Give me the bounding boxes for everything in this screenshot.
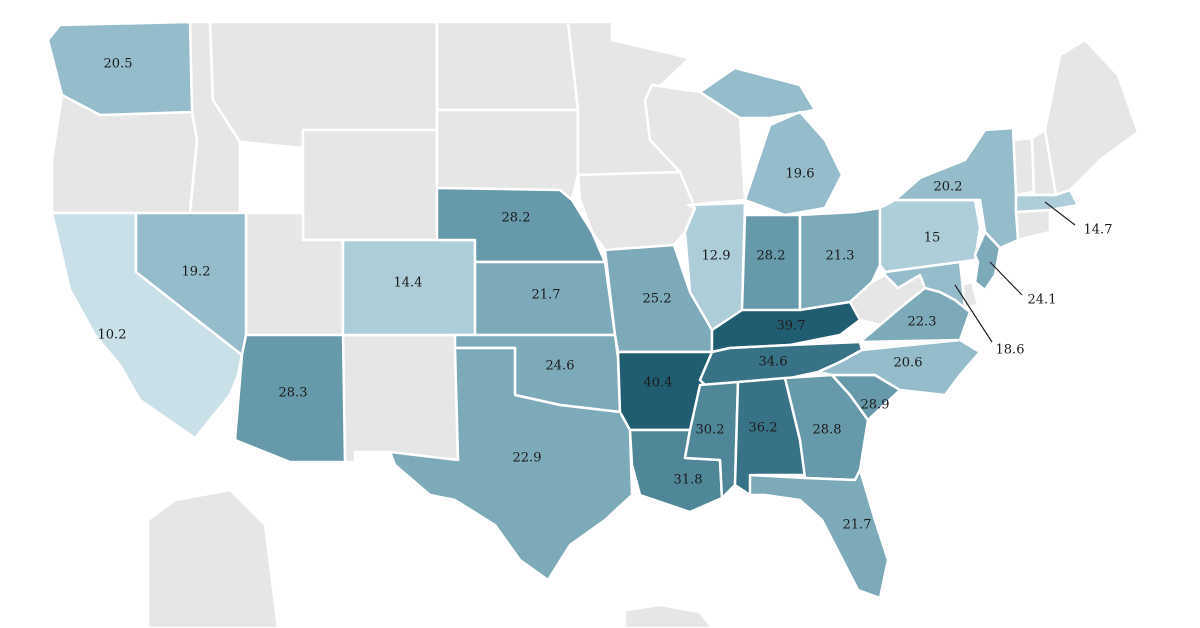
value-label-IL: 12.9 — [702, 249, 731, 264]
state-TX[interactable] — [388, 346, 634, 582]
value-label-GA: 28.8 — [813, 423, 842, 438]
state-SD[interactable] — [435, 108, 580, 202]
value-label-AZ: 28.3 — [279, 386, 308, 401]
value-label-NE: 28.2 — [502, 211, 531, 226]
state-WY[interactable] — [301, 128, 439, 242]
value-label-WA: 20.5 — [104, 57, 133, 72]
state-MI[interactable] — [698, 66, 844, 217]
value-label-IN: 28.2 — [757, 249, 786, 264]
value-labels: 20.5 10.2 19.2 28.3 14.4 28.2 21.7 24.6 … — [98, 57, 1113, 533]
state-NJ[interactable] — [973, 230, 1002, 292]
state-MA[interactable] — [1014, 188, 1080, 214]
value-label-OK: 24.6 — [546, 359, 575, 374]
value-label-NJ: 24.1 — [1028, 293, 1057, 308]
value-label-NC: 20.6 — [894, 356, 923, 371]
state-ND[interactable] — [435, 20, 580, 112]
state-ME[interactable] — [1043, 38, 1140, 197]
state-MD[interactable] — [883, 260, 967, 310]
value-label-MS: 30.2 — [696, 423, 725, 438]
leader-MA — [1044, 201, 1076, 226]
value-label-CO: 14.4 — [394, 276, 423, 291]
value-label-KS: 21.7 — [532, 288, 561, 303]
value-label-FL: 21.7 — [843, 518, 872, 533]
value-label-PA: 15 — [924, 231, 941, 246]
value-label-SC: 28.9 — [861, 398, 890, 413]
leader-MD — [954, 284, 993, 343]
value-label-VA: 22.3 — [908, 315, 937, 330]
callout-leaders — [954, 201, 1076, 343]
state-FL[interactable] — [748, 468, 890, 600]
value-label-MO: 25.2 — [643, 292, 672, 307]
value-label-TN: 34.6 — [759, 355, 788, 370]
state-IN[interactable] — [740, 213, 802, 320]
leader-NJ — [989, 261, 1023, 296]
value-label-AR: 40.4 — [644, 376, 673, 391]
value-label-NY: 20.2 — [934, 180, 963, 195]
value-label-MD: 18.6 — [996, 343, 1025, 358]
state-WA[interactable] — [46, 20, 194, 117]
value-label-MA: 14.7 — [1084, 223, 1113, 238]
state-canada-fragment — [623, 603, 714, 628]
value-label-CA: 10.2 — [98, 328, 127, 343]
state-NC[interactable] — [816, 338, 982, 397]
value-label-TX: 22.9 — [513, 451, 542, 466]
state-CT[interactable] — [1014, 208, 1052, 242]
state-AK-fragment — [146, 488, 280, 628]
no-data-states — [50, 20, 1140, 628]
value-label-OH: 21.3 — [826, 249, 855, 264]
value-label-LA: 31.8 — [674, 473, 703, 488]
state-NM[interactable] — [341, 333, 460, 464]
value-label-NV: 19.2 — [182, 265, 211, 280]
data-states — [46, 20, 1080, 600]
value-label-KY: 39.7 — [777, 319, 806, 334]
value-label-MI: 19.6 — [786, 167, 815, 182]
value-label-AL: 36.2 — [749, 421, 778, 436]
